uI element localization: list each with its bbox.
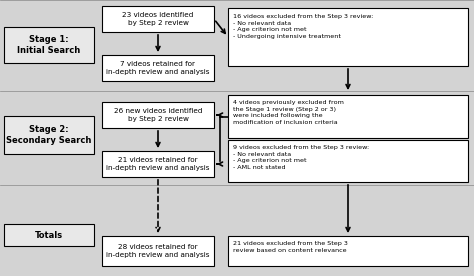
FancyBboxPatch shape [228,95,468,138]
FancyBboxPatch shape [102,151,214,177]
Text: 28 videos retained for
in-depth review and analysis: 28 videos retained for in-depth review a… [106,244,210,258]
FancyBboxPatch shape [4,224,94,246]
Text: Stage 1:
Initial Search: Stage 1: Initial Search [18,35,81,55]
FancyBboxPatch shape [4,27,94,63]
Text: 4 videos previously excluded from
the Stage 1 review (Step 2 or 3)
were included: 4 videos previously excluded from the St… [233,100,344,125]
Text: 21 videos excluded from the Step 3
review based on content relevance: 21 videos excluded from the Step 3 revie… [233,241,348,253]
FancyBboxPatch shape [102,102,214,128]
Text: 7 videos retained for
in-depth review and analysis: 7 videos retained for in-depth review an… [106,61,210,75]
FancyBboxPatch shape [228,236,468,266]
Text: 23 videos identified
by Step 2 review: 23 videos identified by Step 2 review [122,12,194,26]
FancyBboxPatch shape [102,6,214,32]
FancyBboxPatch shape [228,140,468,182]
Text: 21 videos retained for
in-depth review and analysis: 21 videos retained for in-depth review a… [106,157,210,171]
FancyBboxPatch shape [228,8,468,66]
FancyBboxPatch shape [4,116,94,154]
FancyBboxPatch shape [102,236,214,266]
Text: Totals: Totals [35,230,63,240]
Text: 26 new videos identified
by Step 2 review: 26 new videos identified by Step 2 revie… [114,108,202,122]
FancyBboxPatch shape [102,55,214,81]
Text: 9 videos excluded from the Step 3 review:
- No relevant data
- Age criterion not: 9 videos excluded from the Step 3 review… [233,145,369,170]
Text: 16 videos excluded from the Step 3 review:
- No relevant data
- Age criterion no: 16 videos excluded from the Step 3 revie… [233,14,373,39]
Text: Stage 2:
Secondary Search: Stage 2: Secondary Search [6,125,91,145]
